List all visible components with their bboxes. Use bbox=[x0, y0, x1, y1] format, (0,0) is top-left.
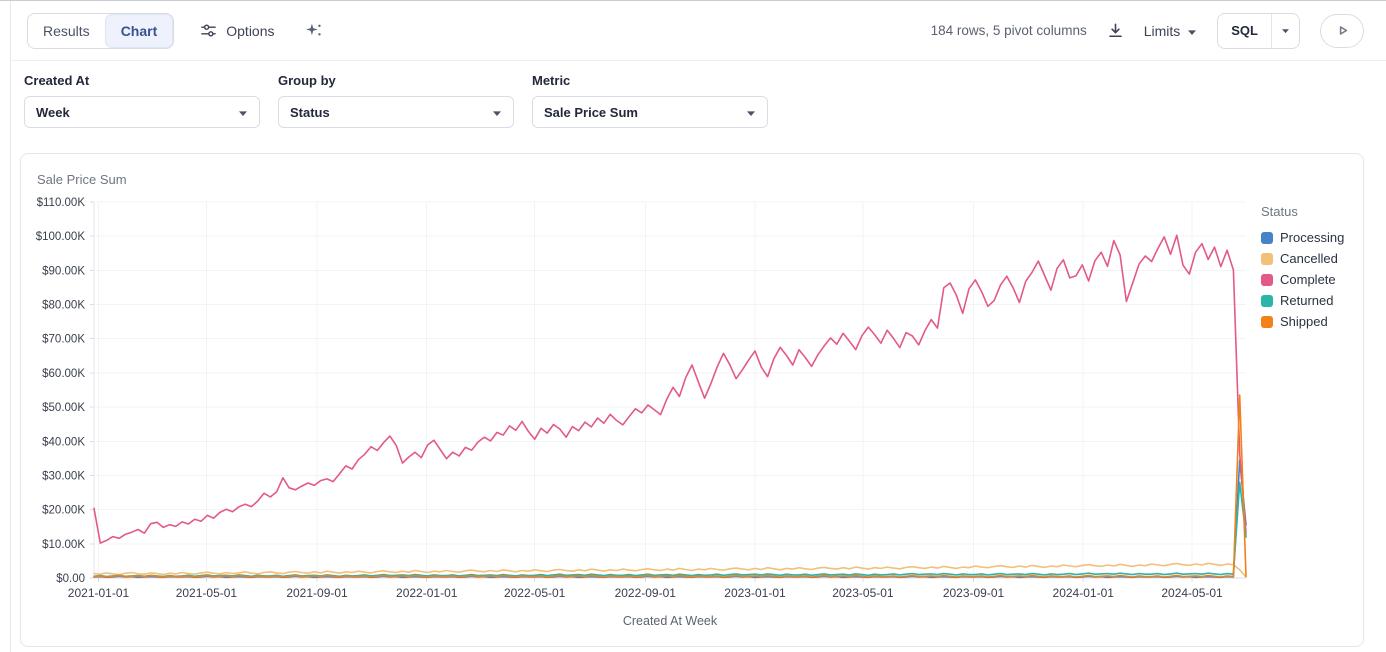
legend-label: Complete bbox=[1280, 272, 1336, 287]
control-created-at: Created At Week bbox=[24, 73, 260, 128]
control-group-by: Group by Status bbox=[278, 73, 514, 128]
legend-item-processing[interactable]: Processing bbox=[1261, 230, 1344, 245]
ai-sparkles-button[interactable] bbox=[305, 22, 322, 39]
svg-text:2023-05-01: 2023-05-01 bbox=[832, 586, 894, 600]
legend-label: Shipped bbox=[1280, 314, 1328, 329]
group-by-label: Group by bbox=[278, 73, 336, 88]
limits-label: Limits bbox=[1143, 22, 1181, 39]
svg-text:2024-01-01: 2024-01-01 bbox=[1053, 586, 1115, 600]
svg-text:$40.00K: $40.00K bbox=[42, 436, 85, 448]
svg-text:$100.00K: $100.00K bbox=[36, 231, 86, 243]
svg-text:2022-09-01: 2022-09-01 bbox=[615, 586, 677, 600]
series-line-returned bbox=[93, 481, 1247, 578]
chart-title: Sale Price Sum bbox=[37, 172, 127, 187]
svg-text:$80.00K: $80.00K bbox=[42, 300, 85, 312]
run-query-button[interactable] bbox=[1320, 13, 1364, 48]
chart-card: $0.00 $10.00K $20.00K $30.00K $40.00K $50.00K… bbox=[20, 153, 1364, 647]
legend-swatch bbox=[1261, 294, 1273, 307]
legend-item-shipped[interactable]: Shipped bbox=[1261, 314, 1344, 329]
legend-item-cancelled[interactable]: Cancelled bbox=[1261, 251, 1344, 266]
line-chart: $0.00 $10.00K $20.00K $30.00K $40.00K $50.00K… bbox=[36, 197, 1247, 600]
toolbar: Results Chart Options 184 rows, 5 pivot … bbox=[11, 1, 1386, 61]
limits-dropdown[interactable]: Limits bbox=[1144, 23, 1198, 39]
svg-text:$50.00K: $50.00K bbox=[42, 402, 85, 414]
caret-down-icon bbox=[1281, 28, 1290, 34]
toolbar-right-group: 184 rows, 5 pivot columns Limits SQL bbox=[930, 12, 1364, 49]
series-line-shipped bbox=[93, 394, 1247, 578]
svg-text:2021-09-01: 2021-09-01 bbox=[286, 586, 348, 600]
download-icon bbox=[1107, 22, 1124, 39]
svg-text:$110.00K: $110.00K bbox=[37, 197, 86, 209]
sql-caret-button[interactable] bbox=[1271, 13, 1299, 48]
svg-text:2021-05-01: 2021-05-01 bbox=[176, 586, 238, 600]
group-by-value: Status bbox=[290, 104, 330, 120]
caret-down-icon bbox=[492, 105, 502, 120]
sql-button[interactable]: SQL bbox=[1231, 23, 1258, 38]
svg-text:2022-05-01: 2022-05-01 bbox=[504, 586, 566, 600]
legend-swatch bbox=[1261, 273, 1273, 286]
legend-items: Processing Cancelled Complete Returned Shipp… bbox=[1261, 230, 1344, 329]
svg-text:$0.00: $0.00 bbox=[56, 573, 85, 585]
series-line-cancelled bbox=[93, 562, 1247, 578]
svg-text:$90.00K: $90.00K bbox=[42, 265, 85, 277]
legend-swatch bbox=[1261, 252, 1273, 265]
options-button[interactable]: Options bbox=[200, 22, 275, 39]
created-at-select[interactable]: Week bbox=[24, 96, 260, 128]
metric-value: Sale Price Sum bbox=[544, 104, 638, 120]
gridlines bbox=[94, 201, 1246, 578]
series-lines bbox=[93, 234, 1247, 579]
x-axis-title: Created At Week bbox=[622, 614, 718, 628]
tab-results[interactable]: Results bbox=[43, 22, 90, 39]
play-icon bbox=[1334, 22, 1351, 39]
svg-text:2023-01-01: 2023-01-01 bbox=[724, 586, 786, 600]
panel-edge-divider bbox=[10, 1, 11, 652]
series-line-complete bbox=[93, 234, 1247, 544]
legend-item-complete[interactable]: Complete bbox=[1261, 272, 1344, 287]
svg-text:$10.00K: $10.00K bbox=[42, 539, 85, 551]
axes bbox=[90, 201, 1246, 582]
legend-swatch bbox=[1261, 231, 1273, 244]
caret-down-icon bbox=[746, 105, 756, 120]
legend-label: Cancelled bbox=[1280, 251, 1338, 266]
legend-label: Returned bbox=[1280, 293, 1334, 308]
series-line-processing bbox=[93, 459, 1247, 579]
download-button[interactable] bbox=[1107, 22, 1124, 39]
svg-text:$70.00K: $70.00K bbox=[42, 334, 85, 346]
legend-item-returned[interactable]: Returned bbox=[1261, 293, 1344, 308]
legend: Status Processing Cancelled Complete Return… bbox=[1261, 204, 1344, 335]
control-metric: Metric Sale Price Sum bbox=[532, 73, 768, 128]
group-by-select[interactable]: Status bbox=[278, 96, 514, 128]
svg-text:2022-01-01: 2022-01-01 bbox=[396, 586, 458, 600]
svg-text:$20.00K: $20.00K bbox=[42, 505, 85, 517]
caret-down-icon bbox=[238, 105, 248, 120]
legend-label: Processing bbox=[1280, 230, 1345, 245]
legend-swatch bbox=[1261, 315, 1273, 328]
created-at-label: Created At bbox=[24, 73, 90, 88]
sliders-icon bbox=[200, 22, 217, 39]
metric-label: Metric bbox=[532, 73, 571, 88]
sql-split-button: SQL bbox=[1217, 12, 1300, 49]
pivot-controls: Created At Week Group by Status Metric S… bbox=[24, 73, 768, 128]
svg-text:$30.00K: $30.00K bbox=[42, 470, 85, 482]
sparkles-icon bbox=[305, 22, 322, 39]
svg-text:2024-05-01: 2024-05-01 bbox=[1161, 586, 1223, 600]
svg-text:2023-09-01: 2023-09-01 bbox=[943, 586, 1005, 600]
rows-info: 184 rows, 5 pivot columns bbox=[930, 23, 1087, 38]
caret-down-icon bbox=[1187, 23, 1197, 39]
created-at-value: Week bbox=[36, 104, 70, 120]
tab-chart[interactable]: Chart bbox=[104, 13, 174, 48]
legend-title: Status bbox=[1261, 204, 1298, 219]
svg-text:$60.00K: $60.00K bbox=[42, 368, 85, 380]
metric-select[interactable]: Sale Price Sum bbox=[532, 96, 768, 128]
options-label: Options bbox=[226, 22, 275, 39]
axis-labels: $0.00 $10.00K $20.00K $30.00K $40.00K $50.00K… bbox=[36, 197, 1223, 600]
svg-text:2021-01-01: 2021-01-01 bbox=[68, 586, 130, 600]
view-switcher: Results Chart bbox=[27, 12, 175, 49]
